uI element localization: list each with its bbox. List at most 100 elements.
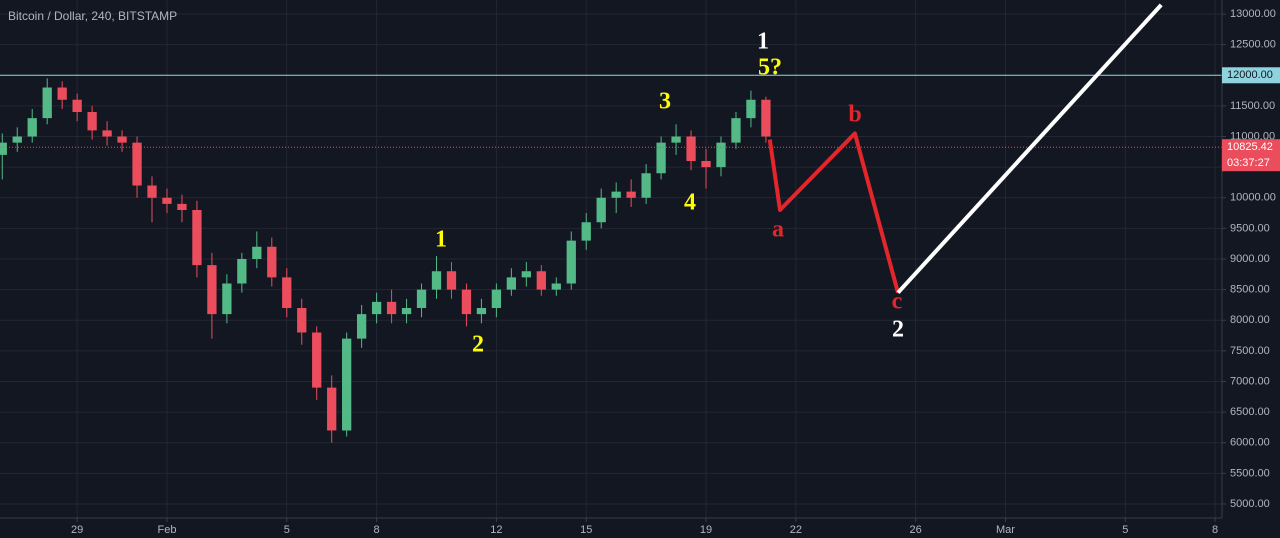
- candle-body: [566, 240, 576, 284]
- y-tick-label: 7500.00: [1230, 345, 1270, 357]
- wave-label: a: [772, 217, 784, 243]
- last-price-label: 10825.42: [1227, 141, 1273, 153]
- candle-body: [192, 210, 202, 266]
- resistance-label-box: [1222, 67, 1280, 84]
- candle-body: [416, 289, 427, 308]
- candle-body: [761, 99, 771, 137]
- candle-body: [371, 301, 382, 315]
- candle-body: [267, 246, 277, 278]
- price-axis: [1222, 0, 1280, 538]
- x-tick-label: Mar: [996, 524, 1015, 536]
- y-tick-label: 13000.00: [1230, 8, 1276, 20]
- resistance-label: 12000.00: [1227, 69, 1273, 81]
- candle-body: [222, 283, 232, 315]
- candle-body: [656, 142, 666, 174]
- y-tick-label: 8000.00: [1230, 314, 1270, 326]
- candle-body: [12, 136, 22, 143]
- candle-body: [356, 314, 367, 339]
- wave-label: 1: [435, 227, 447, 253]
- candle-body: [72, 99, 82, 113]
- candle-body: [102, 130, 112, 137]
- candle-body: [0, 142, 7, 155]
- wave-label: 5?: [758, 55, 782, 81]
- wave-label: 2: [472, 332, 484, 358]
- last-price-box: [1222, 139, 1280, 172]
- candle-body: [641, 173, 651, 198]
- candle-body: [731, 118, 741, 143]
- x-tick-label: 5: [284, 524, 290, 536]
- candle-body: [611, 191, 621, 198]
- x-tick-label: 22: [790, 524, 802, 536]
- x-tick-label: 12: [490, 524, 502, 536]
- y-tick-label: 8500.00: [1230, 284, 1270, 296]
- candle-body: [312, 332, 322, 388]
- y-tick-label: 5000.00: [1230, 498, 1270, 510]
- x-tick-label: Feb: [157, 524, 176, 536]
- candle-body: [177, 203, 187, 211]
- wave-label: 1: [757, 29, 769, 55]
- candle-body: [237, 259, 247, 284]
- candle-body: [581, 222, 591, 241]
- y-tick-label: 7000.00: [1230, 375, 1270, 387]
- wave-label: b: [848, 102, 861, 128]
- candle-body: [117, 136, 127, 143]
- candle-body: [701, 161, 711, 168]
- y-tick-label: 6500.00: [1230, 406, 1270, 418]
- candle-body: [431, 271, 442, 290]
- candle-body: [401, 307, 412, 315]
- x-tick-label: 19: [700, 524, 712, 536]
- candle-body: [626, 191, 636, 198]
- y-tick-label: 12500.00: [1230, 39, 1276, 51]
- candle-body: [282, 277, 292, 308]
- x-tick-label: 15: [580, 524, 592, 536]
- candle-body: [87, 112, 97, 131]
- y-tick-label: 9500.00: [1230, 222, 1270, 234]
- candle-body: [386, 301, 397, 315]
- candle-body: [342, 338, 352, 431]
- wave-drawing: [767, 131, 900, 294]
- y-tick-label: 6000.00: [1230, 437, 1270, 449]
- candle-body: [596, 197, 606, 223]
- y-tick-label: 5500.00: [1230, 467, 1270, 479]
- grid: [0, 0, 1222, 518]
- wave-label: 2: [892, 317, 904, 343]
- wave-label: c: [892, 289, 903, 315]
- wave-label: 4: [684, 190, 696, 216]
- y-tick-label: 10000.00: [1230, 192, 1276, 204]
- x-tick-label: 26: [910, 524, 922, 536]
- candle-body: [716, 142, 726, 168]
- candle-body: [252, 246, 262, 259]
- x-tick-label: 8: [374, 524, 380, 536]
- countdown: 03:37:27: [1227, 157, 1270, 169]
- y-tick-label: 11500.00: [1230, 100, 1275, 112]
- candle-body: [461, 289, 472, 315]
- candle-body: [207, 265, 217, 315]
- x-tick-label: 5: [1122, 524, 1128, 536]
- axes: 5000.00 5500.00 6000.00 6500.00 7000.00 7500.…: [71, 8, 1280, 536]
- candle-body: [42, 87, 52, 119]
- candle-body: [506, 277, 517, 290]
- candle-body: [551, 283, 561, 290]
- candle-body: [746, 99, 756, 119]
- wave-drawing: [896, 3, 1163, 295]
- candle-body: [27, 118, 37, 137]
- candle-body: [686, 136, 696, 162]
- x-tick-label: 8: [1212, 524, 1218, 536]
- wave-label: 3: [659, 89, 671, 115]
- chart-title: Bitcoin / Dollar, 240, BITSTAMP: [8, 9, 177, 23]
- candle-body: [147, 185, 157, 198]
- candle-body: [491, 289, 502, 308]
- x-tick-label: 29: [71, 524, 83, 536]
- candle-body: [132, 142, 142, 186]
- candle-body: [671, 136, 681, 143]
- candle-body: [57, 87, 67, 100]
- candle-body: [297, 307, 307, 333]
- y-tick-label: 9000.00: [1230, 253, 1270, 265]
- candle-body: [327, 387, 337, 431]
- candle-body: [521, 271, 531, 278]
- candle-body: [476, 307, 487, 315]
- candle-body: [536, 271, 546, 290]
